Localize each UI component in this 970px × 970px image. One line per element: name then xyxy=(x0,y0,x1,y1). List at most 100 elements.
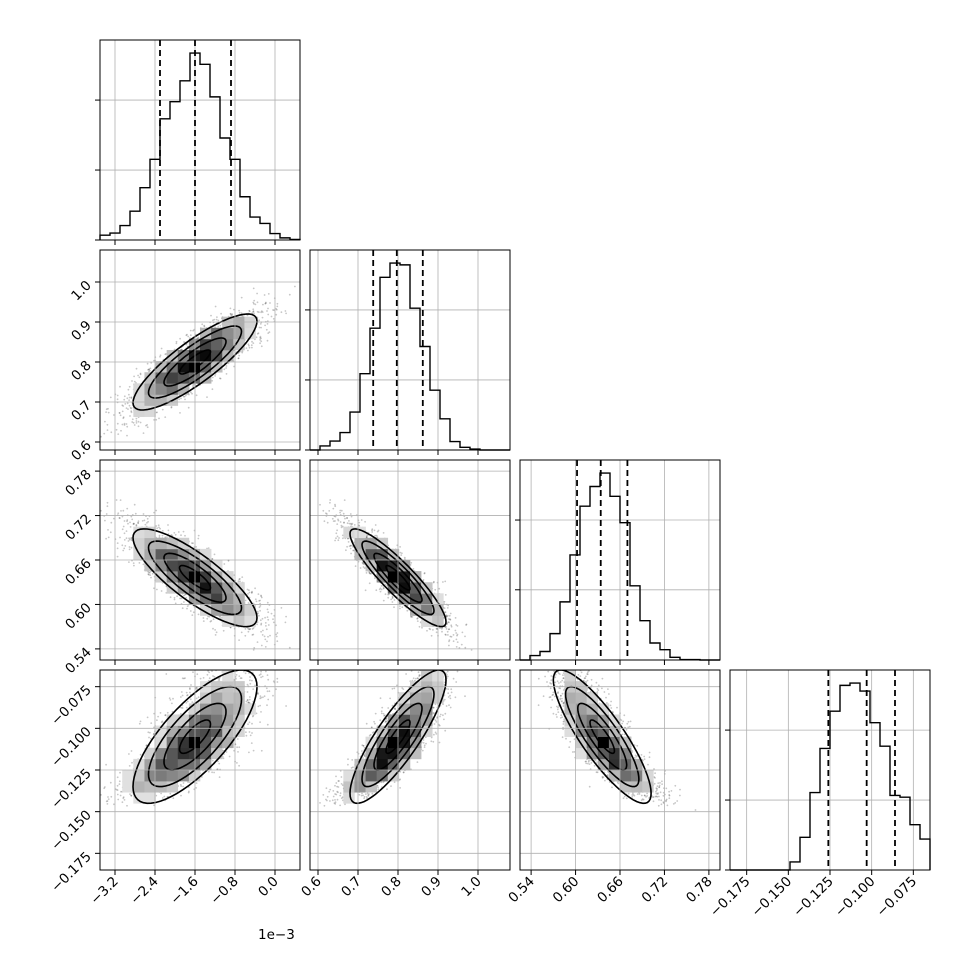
density-cell xyxy=(233,327,245,340)
x-tick-label: −0.175 xyxy=(707,874,754,921)
sample-point xyxy=(265,301,267,304)
sample-point xyxy=(262,629,264,632)
sample-point xyxy=(260,340,263,343)
sample-point xyxy=(252,310,255,313)
density-cell xyxy=(177,350,190,362)
sample-point xyxy=(255,600,258,603)
sample-point xyxy=(256,621,259,623)
sample-point xyxy=(138,376,141,379)
sample-point xyxy=(258,311,260,314)
sample-point xyxy=(276,640,279,643)
sample-point xyxy=(260,622,263,625)
sample-point xyxy=(156,411,159,414)
density-cell xyxy=(188,361,201,373)
sample-point xyxy=(132,562,135,564)
sample-point xyxy=(155,418,158,421)
sample-point xyxy=(180,534,182,537)
sample-point xyxy=(248,310,251,313)
sample-point xyxy=(116,555,119,558)
sample-point xyxy=(135,367,138,370)
density-cell xyxy=(211,361,223,373)
sample-point xyxy=(230,314,233,316)
sample-point xyxy=(280,311,283,314)
sample-point xyxy=(117,433,120,435)
sample-point xyxy=(247,343,250,346)
sample-point xyxy=(285,312,287,315)
sample-point xyxy=(189,329,192,332)
panel-frame-1-1 xyxy=(309,249,511,451)
sample-point xyxy=(123,398,126,401)
sample-point xyxy=(266,320,269,322)
sample-point xyxy=(185,596,188,599)
density-cell xyxy=(177,383,190,395)
sample-point xyxy=(123,547,126,550)
sample-point xyxy=(248,309,251,312)
sample-point xyxy=(257,332,260,334)
sample-point xyxy=(137,521,140,524)
sample-point xyxy=(267,618,270,621)
sample-point xyxy=(116,422,119,425)
sample-point xyxy=(133,522,135,525)
density-cell xyxy=(211,327,223,340)
sample-point xyxy=(217,325,220,328)
sample-point xyxy=(253,302,255,305)
density-cell xyxy=(177,361,190,373)
sample-point xyxy=(249,627,252,630)
sample-point xyxy=(248,344,250,347)
sample-point xyxy=(209,620,212,623)
sample-point xyxy=(252,308,255,311)
density-cell xyxy=(133,394,145,406)
sample-point xyxy=(238,311,241,314)
sample-point xyxy=(244,599,247,602)
sample-point xyxy=(267,611,270,614)
sample-point xyxy=(256,310,259,313)
sample-point xyxy=(105,513,108,515)
sample-point xyxy=(247,602,250,604)
sample-point xyxy=(252,287,255,290)
sample-point xyxy=(183,594,185,597)
sample-point xyxy=(267,332,270,334)
sample-point xyxy=(272,621,275,624)
sample-point xyxy=(121,528,124,531)
sample-point xyxy=(259,605,262,607)
sample-point xyxy=(231,313,234,316)
sample-point xyxy=(142,432,145,434)
sample-point xyxy=(121,404,124,407)
sample-point xyxy=(213,553,216,556)
sample-point xyxy=(122,509,125,512)
sample-point xyxy=(126,434,128,437)
sample-point xyxy=(212,627,214,630)
sample-point xyxy=(131,418,134,421)
sample-point xyxy=(109,396,112,399)
sample-point xyxy=(250,344,253,347)
sample-point xyxy=(123,539,126,541)
sample-point xyxy=(202,617,205,619)
x-tick-label: −0.075 xyxy=(874,874,921,921)
sample-point xyxy=(164,536,167,539)
sample-point xyxy=(238,354,241,357)
sample-point xyxy=(116,398,119,401)
sample-point xyxy=(143,519,146,522)
sample-point xyxy=(261,311,264,313)
sample-point xyxy=(260,596,263,599)
density-cell xyxy=(166,361,179,373)
sample-point xyxy=(252,310,255,313)
sample-point xyxy=(66,457,68,459)
sample-point xyxy=(95,439,97,441)
sample-point xyxy=(251,346,253,349)
sample-point xyxy=(130,515,133,518)
sample-point xyxy=(197,537,200,540)
sample-point xyxy=(96,521,98,523)
density-cell xyxy=(200,327,212,340)
sample-point xyxy=(170,406,173,408)
sample-point xyxy=(127,388,130,391)
sample-point xyxy=(251,634,254,636)
sample-point xyxy=(135,422,138,424)
sample-point xyxy=(130,397,133,399)
sample-point xyxy=(192,385,194,387)
sample-point xyxy=(269,634,271,637)
sample-point xyxy=(276,632,279,634)
sample-point xyxy=(238,309,241,312)
sample-point xyxy=(202,620,205,622)
sample-point xyxy=(106,505,109,508)
